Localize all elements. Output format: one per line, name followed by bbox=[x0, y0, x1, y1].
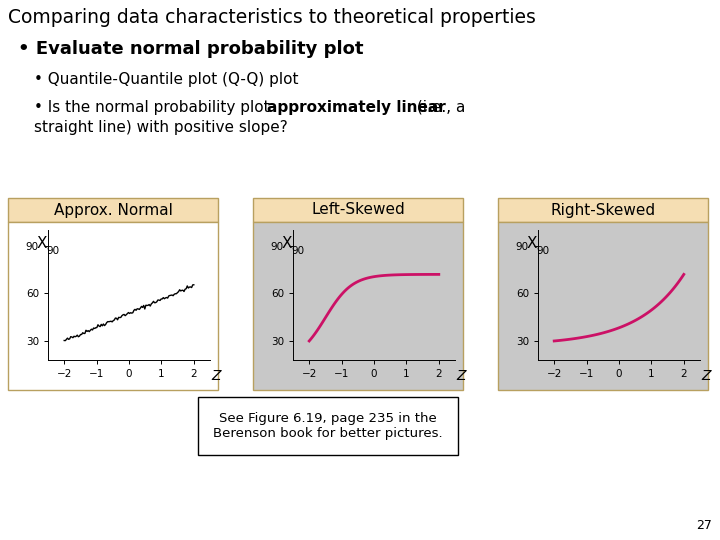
Text: Comparing data characteristics to theoretical properties: Comparing data characteristics to theore… bbox=[8, 8, 536, 27]
FancyBboxPatch shape bbox=[253, 198, 463, 222]
Text: Left-Skewed: Left-Skewed bbox=[311, 202, 405, 218]
Text: Z: Z bbox=[701, 369, 711, 383]
Text: 90: 90 bbox=[536, 246, 549, 256]
Text: straight line) with positive slope?: straight line) with positive slope? bbox=[34, 120, 288, 135]
FancyBboxPatch shape bbox=[498, 222, 708, 390]
FancyBboxPatch shape bbox=[253, 222, 463, 390]
Text: approximately linear: approximately linear bbox=[267, 100, 446, 115]
Text: Z: Z bbox=[212, 369, 221, 383]
Text: X: X bbox=[37, 237, 48, 251]
Text: • Quantile-Quantile plot (Q-Q) plot: • Quantile-Quantile plot (Q-Q) plot bbox=[34, 72, 299, 87]
Text: Z: Z bbox=[456, 369, 466, 383]
Text: See Figure 6.19, page 235 in the
Berenson book for better pictures.: See Figure 6.19, page 235 in the Berenso… bbox=[213, 412, 443, 440]
Text: 90: 90 bbox=[46, 246, 60, 256]
FancyBboxPatch shape bbox=[8, 198, 218, 222]
Text: • Evaluate normal probability plot: • Evaluate normal probability plot bbox=[18, 40, 364, 58]
Text: (i.e., a: (i.e., a bbox=[412, 100, 465, 115]
FancyBboxPatch shape bbox=[198, 397, 458, 455]
Text: X: X bbox=[526, 237, 537, 251]
Text: Right-Skewed: Right-Skewed bbox=[550, 202, 656, 218]
Text: • Is the normal probability plot: • Is the normal probability plot bbox=[34, 100, 274, 115]
FancyBboxPatch shape bbox=[498, 198, 708, 222]
Text: X: X bbox=[282, 237, 292, 251]
Text: 90: 90 bbox=[292, 246, 305, 256]
Text: Approx. Normal: Approx. Normal bbox=[53, 202, 172, 218]
FancyBboxPatch shape bbox=[8, 222, 218, 390]
Text: 27: 27 bbox=[696, 519, 712, 532]
